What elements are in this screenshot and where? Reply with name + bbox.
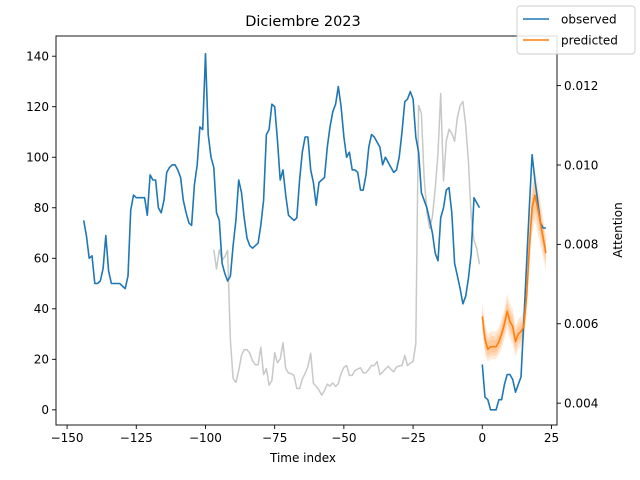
x-axis: −150 −125 −100 −75 −50 −25 0 25 xyxy=(51,425,560,445)
observed-line xyxy=(482,155,546,410)
x-tick-label: −150 xyxy=(51,431,84,445)
x-axis-label: Time index xyxy=(269,451,336,465)
y2-tick-label: 0.008 xyxy=(564,238,598,252)
y-tick-label: 80 xyxy=(34,201,49,215)
y-tick-label: 0 xyxy=(41,403,49,417)
x-tick-label: 0 xyxy=(478,431,486,445)
x-tick-label: −125 xyxy=(120,431,153,445)
y2-tick-label: 0.010 xyxy=(564,158,598,172)
y-tick-label: 140 xyxy=(26,50,49,64)
legend-observed-label: observed xyxy=(561,13,617,27)
y-tick-label: 40 xyxy=(34,302,49,316)
x-tick-label: 25 xyxy=(544,431,559,445)
chart-title: Diciembre 2023 xyxy=(245,14,361,30)
y2-tick-label: 0.012 xyxy=(564,79,598,93)
y2-axis-label: Attention xyxy=(611,202,625,257)
x-tick-label: −75 xyxy=(262,431,287,445)
x-tick-label: −50 xyxy=(331,431,356,445)
y-tick-label: 20 xyxy=(34,353,49,367)
legend: observed predicted xyxy=(517,6,635,54)
x-tick-label: −100 xyxy=(189,431,222,445)
observed-layer xyxy=(84,54,546,410)
y-tick-label: 120 xyxy=(26,100,49,114)
y2-tick-label: 0.006 xyxy=(564,317,598,331)
y-axis-left: 0 20 40 60 80 100 120 140 xyxy=(26,50,56,418)
y-tick-label: 60 xyxy=(34,252,49,266)
prediction-band-2 xyxy=(482,184,546,355)
y2-tick-label: 0.004 xyxy=(564,396,598,410)
y-tick-label: 100 xyxy=(26,151,49,165)
observed-line xyxy=(84,54,480,304)
y-axis-right: 0.004 0.006 0.008 0.010 0.012 xyxy=(557,79,598,411)
legend-predicted-label: predicted xyxy=(561,34,618,48)
x-tick-label: −25 xyxy=(400,431,425,445)
